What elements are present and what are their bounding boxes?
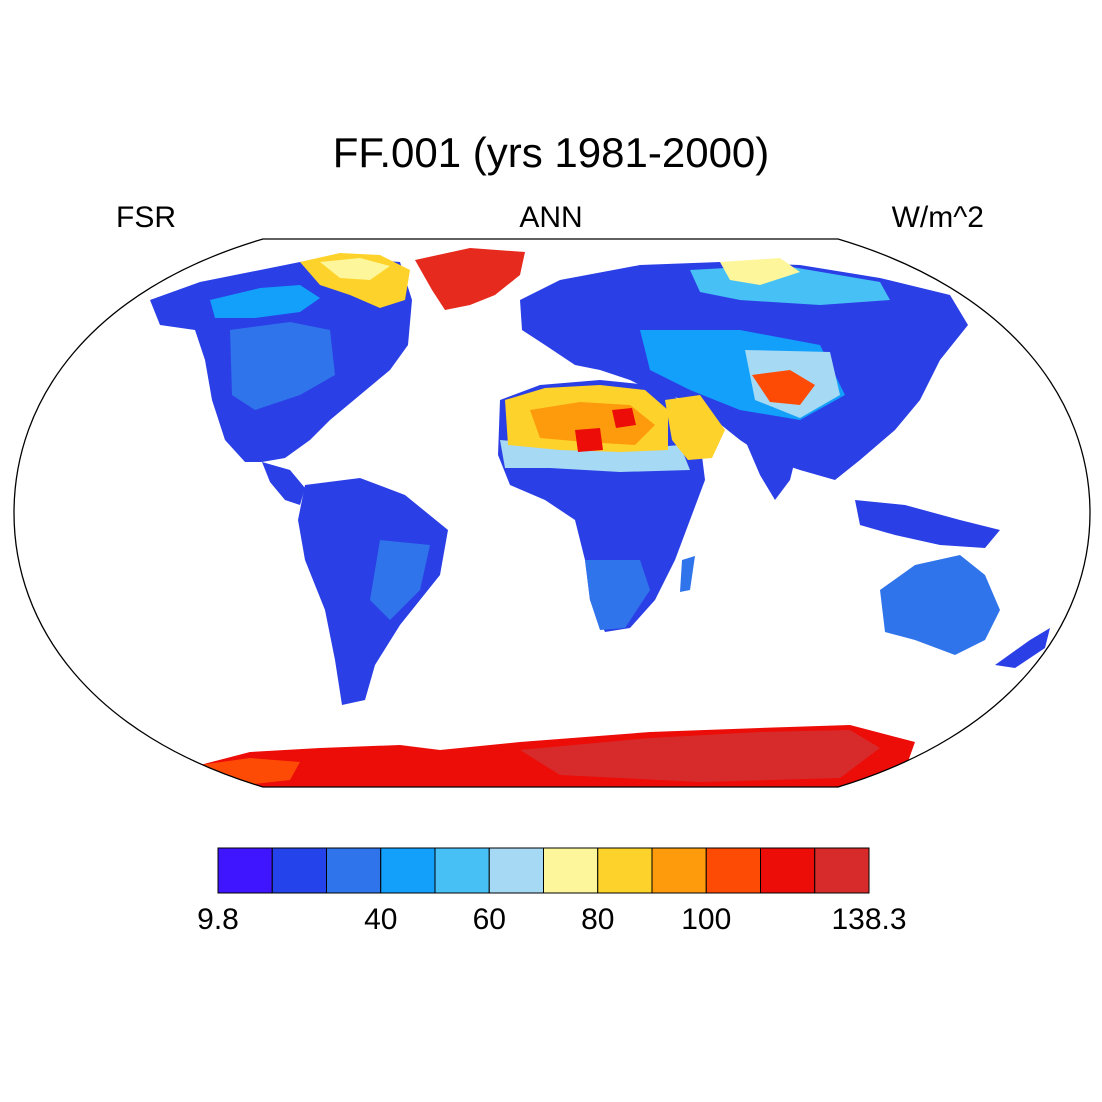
colorbar — [217, 847, 870, 894]
land-canada-north — [210, 285, 320, 318]
colorbar-swatch — [380, 847, 436, 894]
colorbar-swatch — [326, 847, 382, 894]
colorbar-swatch — [543, 847, 599, 894]
variable-label: FSR — [116, 201, 176, 234]
land-australia — [880, 555, 1000, 655]
colorbar-swatch — [760, 847, 816, 894]
land-taklamakan — [752, 370, 815, 405]
colorbar-swatch — [271, 847, 327, 894]
colorbar-swatch — [597, 847, 653, 894]
colorbar-tick-label: 138.3 — [831, 903, 907, 936]
colorbar-tick-label: 100 — [681, 903, 732, 936]
land-greenland — [415, 248, 525, 310]
colorbar-tick-label: 40 — [364, 903, 398, 936]
map-title: FF.001 (yrs 1981-2000) — [332, 129, 770, 176]
land-new-zealand — [995, 628, 1050, 668]
land-field — [150, 248, 1050, 787]
season-label: ANN — [519, 201, 583, 234]
colorbar-swatch — [217, 847, 273, 894]
land-madagascar — [680, 556, 695, 592]
colorbar-tick-label: 9.8 — [197, 903, 239, 936]
map-border — [13, 238, 1091, 788]
land-maritime-se-asia — [855, 500, 1000, 548]
colorbar-swatch — [814, 847, 870, 894]
land-south-america-east — [370, 540, 430, 620]
colorbar-swatch — [705, 847, 761, 894]
land-arabia — [665, 395, 725, 460]
land-north-america-plains — [230, 322, 335, 410]
land-sahara-hotspot-1 — [575, 428, 603, 452]
colorbar-swatch — [651, 847, 707, 894]
colorbar-swatch — [488, 847, 544, 894]
land-southern-africa — [585, 560, 650, 630]
land-arctic-archipelago-light — [320, 258, 390, 280]
colorbar-swatch — [434, 847, 490, 894]
land-antarctica-plateau — [520, 730, 880, 782]
land-india — [745, 440, 800, 500]
units-label: W/m^2 — [891, 201, 984, 234]
colorbar-tick-label: 80 — [581, 903, 615, 936]
land-sahara-hotspot-2 — [612, 408, 636, 428]
colorbar-tick-label: 60 — [472, 903, 506, 936]
land-central-america — [262, 462, 305, 505]
land-taimyr — [720, 258, 800, 285]
